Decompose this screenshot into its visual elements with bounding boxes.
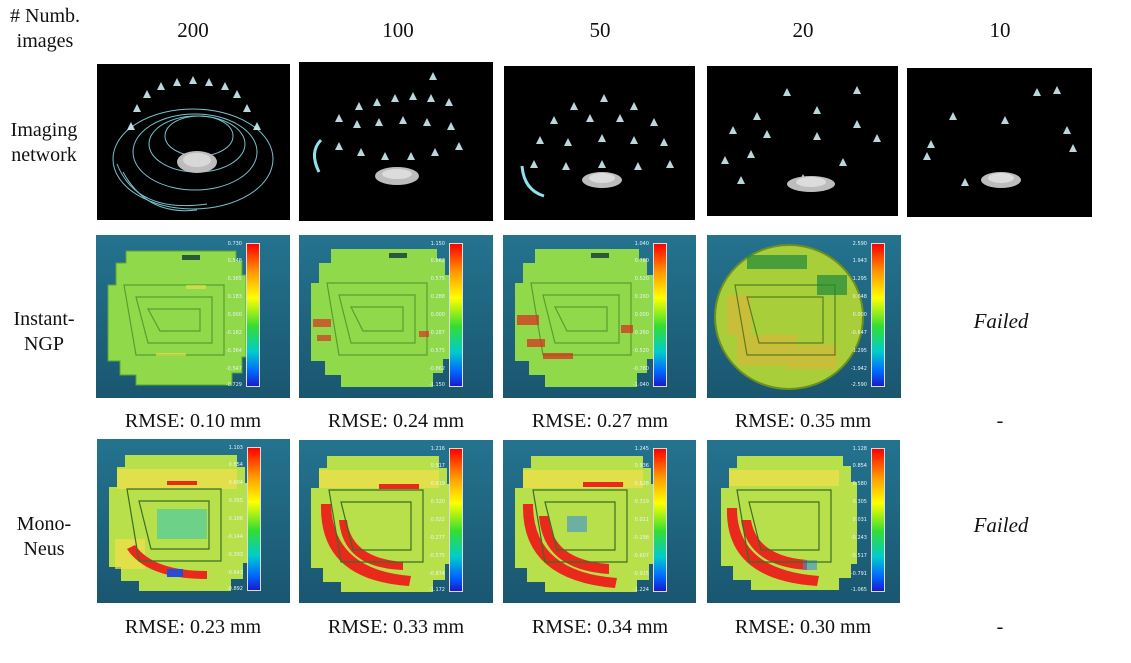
instant-ngp-error-map-200: 0.730 0.548 0.365 0.183 0.000 -0.182 -0.… — [96, 235, 290, 398]
imaging-network-image-10 — [907, 68, 1092, 217]
colorbar — [653, 448, 667, 592]
colorbar — [871, 243, 885, 387]
corner-label: # Numb. images — [10, 5, 80, 52]
instant-ngp-error-map-100: 1.150 0.862 0.575 0.288 0.000 -0.287 -0.… — [299, 235, 493, 398]
colorbar — [449, 448, 463, 592]
mono-neus-error-map-50: 1.245 0.936 0.628 0.319 0.011 -0.298 -0.… — [503, 440, 696, 603]
imaging-network-image-200 — [97, 64, 290, 220]
column-header-200: 200 — [177, 18, 209, 42]
imaging-network-image-50 — [504, 66, 695, 220]
instant-ngp-rmse-20: RMSE: 0.35 mm — [734, 410, 872, 432]
instant-ngp-error-map-50: 1.040 0.780 0.520 0.260 0.000 -0.260 -0.… — [503, 235, 696, 398]
column-header-20: 20 — [792, 18, 814, 42]
colorbar — [449, 243, 463, 387]
column-header-10: 10 — [989, 18, 1011, 42]
colorbar — [247, 447, 261, 591]
instant-ngp-error-map-20: 2.590 1.943 1.295 0.648 0.000 -0.647 -1.… — [707, 235, 901, 398]
mono-neus-rmse-100: RMSE: 0.33 mm — [327, 616, 465, 638]
imaging-network-image-20 — [707, 66, 898, 216]
mono-neus-error-map-200: 1.103 0.854 0.604 0.355 0.106 -0.144 -0.… — [97, 439, 290, 603]
instant-ngp-rmse-10: - — [996, 410, 1004, 432]
imaging-network-image-100 — [299, 62, 493, 221]
mono-neus-error-map-20: 1.128 0.854 0.580 0.305 0.031 -0.243 -0.… — [707, 440, 900, 603]
mono-neus-rmse-20: RMSE: 0.30 mm — [734, 616, 872, 638]
colorbar — [653, 243, 667, 387]
mono-neus-error-map-100: 1.216 0.917 0.619 0.320 0.022 -0.277 -0.… — [299, 440, 493, 603]
mono-neus-rmse-50: RMSE: 0.34 mm — [531, 616, 669, 638]
column-header-100: 100 — [382, 18, 414, 42]
instant-ngp-rmse-100: RMSE: 0.24 mm — [327, 410, 465, 432]
row-label-mono-neus: Mono- Neus — [16, 513, 72, 560]
row-label-imaging-network: Imaging network — [10, 119, 78, 166]
mono-neus-rmse-200: RMSE: 0.23 mm — [124, 616, 262, 638]
instant-ngp-failed-10: Failed — [973, 309, 1029, 333]
colorbar — [871, 448, 885, 592]
mono-neus-failed-10: Failed — [973, 513, 1029, 537]
mono-neus-rmse-10: - — [996, 616, 1004, 638]
column-header-50: 50 — [589, 18, 611, 42]
instant-ngp-rmse-50: RMSE: 0.27 mm — [531, 410, 669, 432]
colorbar — [246, 243, 260, 387]
row-label-instant-ngp: Instant- NGP — [13, 308, 75, 355]
instant-ngp-rmse-200: RMSE: 0.10 mm — [124, 410, 262, 432]
